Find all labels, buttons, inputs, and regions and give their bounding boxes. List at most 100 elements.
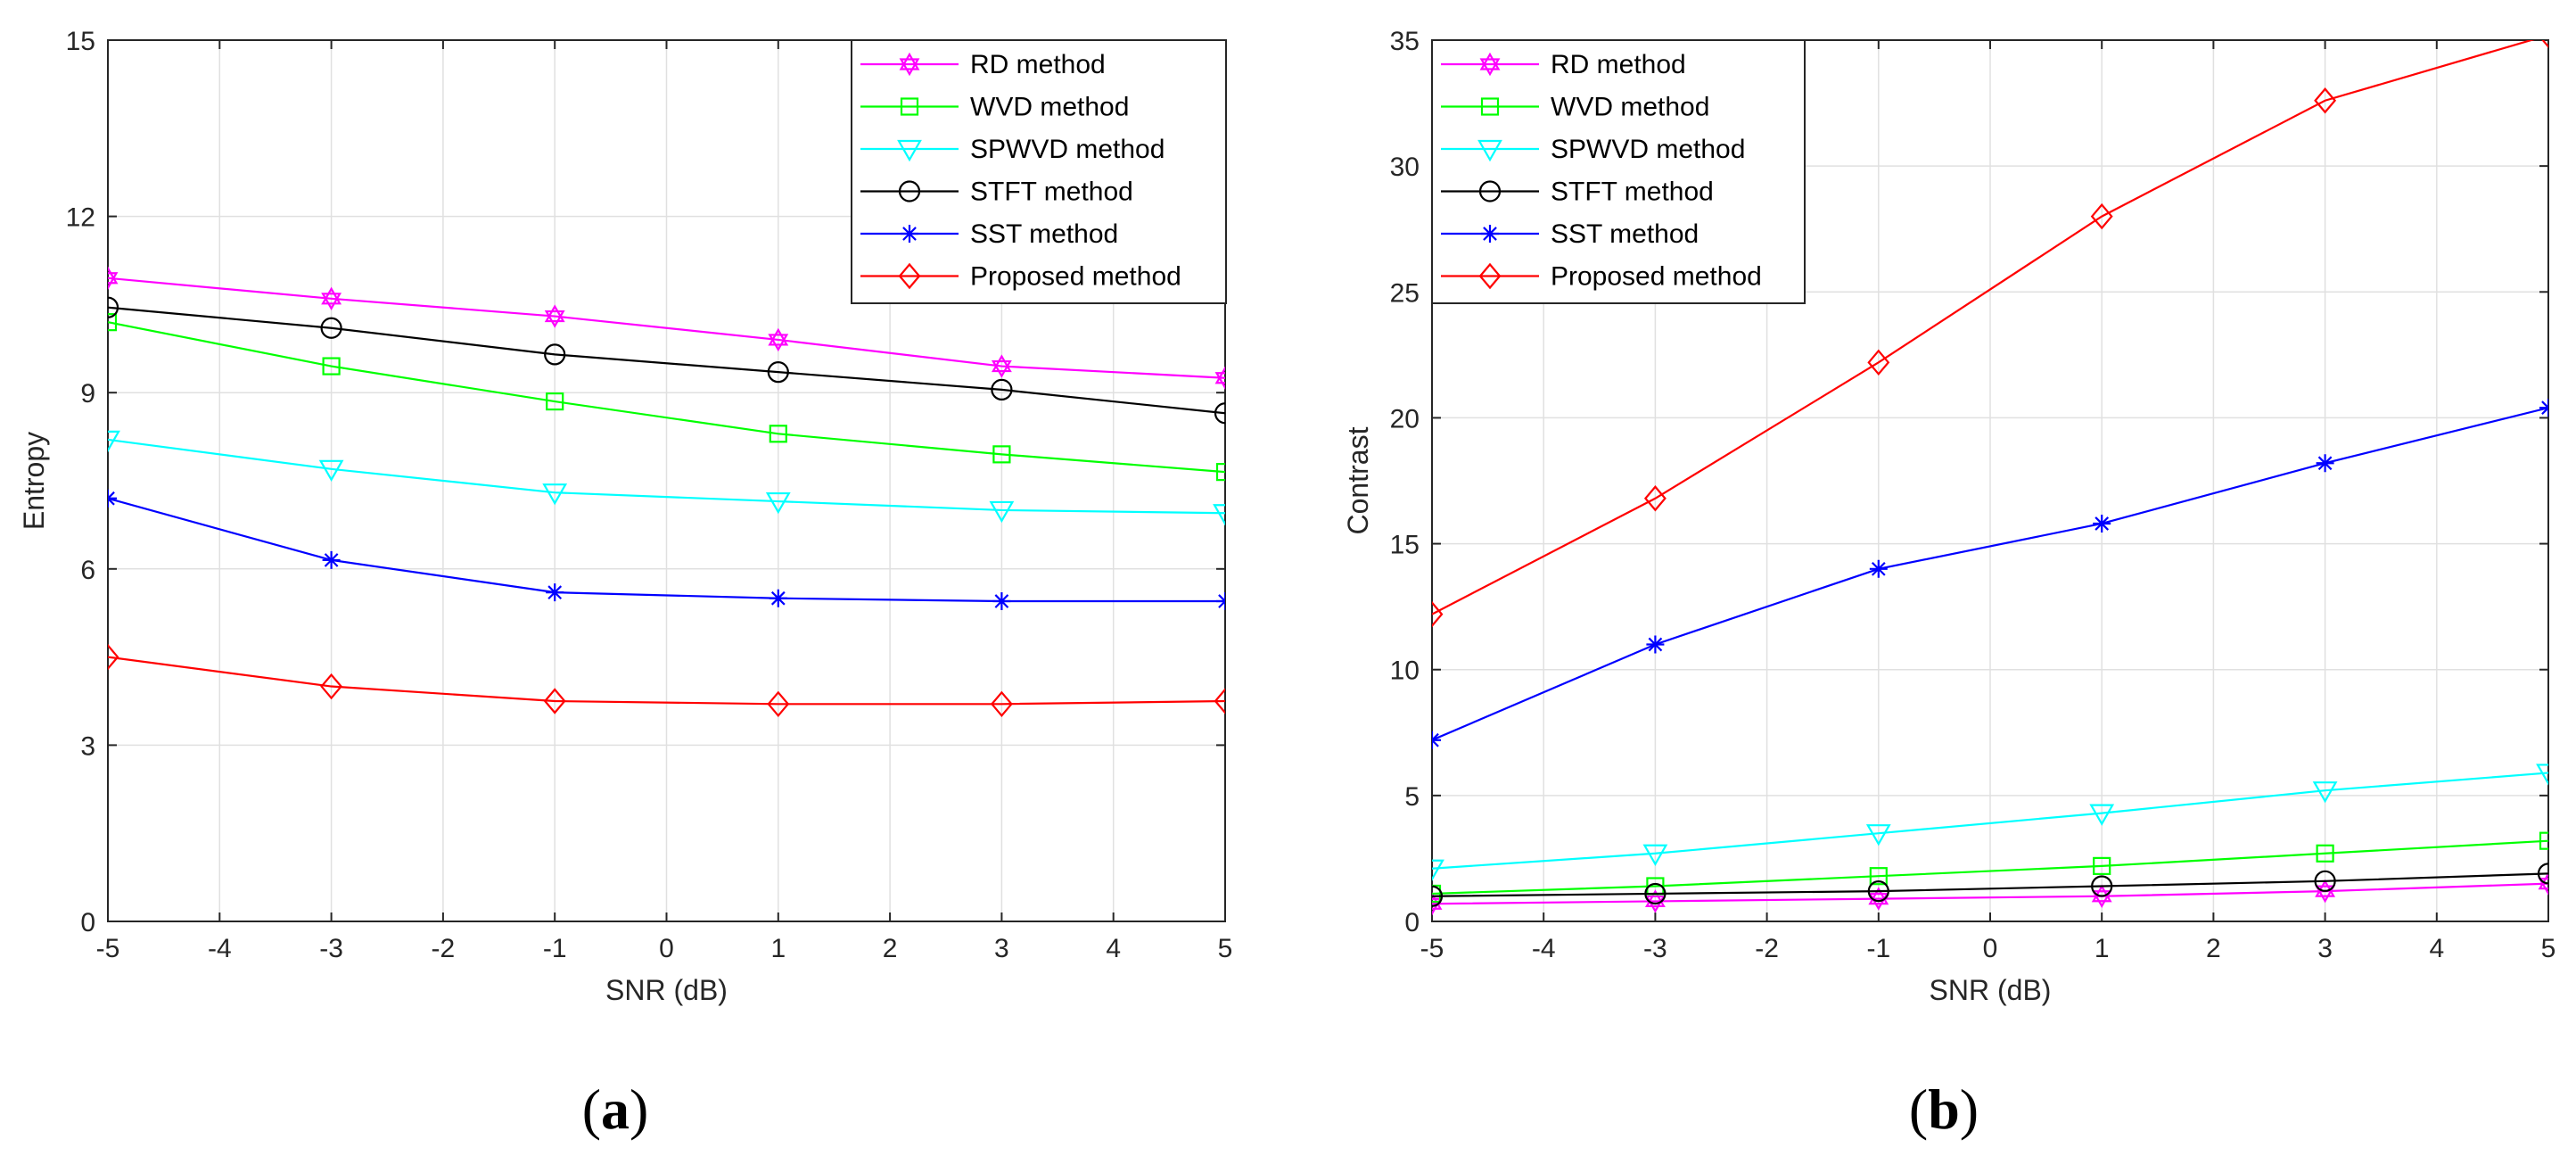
legend-label-rd: RD method bbox=[970, 50, 1106, 79]
y-tick-label: 9 bbox=[80, 379, 95, 409]
x-tick-label: 2 bbox=[2206, 934, 2221, 963]
series-line-wvd bbox=[1432, 839, 2548, 896]
legend-marker-rd bbox=[899, 52, 920, 77]
y-tick-label: 12 bbox=[66, 203, 95, 233]
data-point-sst bbox=[769, 589, 787, 607]
x-tick-label: 5 bbox=[1218, 934, 1233, 963]
data-point-stft bbox=[1644, 882, 1667, 905]
legend-label-sst: SST method bbox=[1551, 219, 1699, 249]
x-tick-label: -4 bbox=[1532, 934, 1556, 963]
data-point-proposed bbox=[1643, 485, 1667, 512]
y-tick-label: 5 bbox=[1404, 782, 1420, 812]
y-axis-label: Entropy bbox=[18, 432, 50, 530]
data-point-rd bbox=[108, 266, 119, 290]
data-point-spwvd bbox=[2536, 764, 2548, 786]
y-tick-label: 15 bbox=[66, 27, 95, 56]
data-point-proposed bbox=[1867, 349, 1890, 376]
series-line-proposed bbox=[108, 656, 1225, 706]
series-line-spwvd bbox=[1432, 772, 2548, 870]
data-point-wvd bbox=[1869, 867, 1888, 886]
data-point-wvd bbox=[2316, 844, 2334, 863]
data-point-sst bbox=[992, 592, 1011, 611]
data-point-stft bbox=[2091, 875, 2113, 897]
data-point-rd bbox=[544, 304, 565, 328]
x-tick-label: -3 bbox=[319, 934, 343, 963]
legend-label-stft: STFT method bbox=[1551, 178, 1714, 207]
legend-box bbox=[851, 39, 1227, 304]
series-stft bbox=[1432, 863, 2548, 907]
legend-marker-proposed bbox=[898, 262, 921, 290]
legend-marker-rd bbox=[1479, 52, 1501, 77]
x-tick-label: -3 bbox=[1643, 934, 1667, 963]
data-point-proposed bbox=[1432, 600, 1444, 628]
data-point-proposed bbox=[543, 688, 566, 714]
data-point-stft bbox=[2314, 870, 2336, 892]
data-point-proposed bbox=[990, 690, 1013, 717]
data-point-wvd bbox=[2093, 856, 2111, 875]
data-point-sst bbox=[2539, 399, 2548, 417]
data-point-wvd bbox=[546, 392, 564, 411]
data-point-sst bbox=[322, 550, 341, 569]
legend-marker-wvd bbox=[1480, 97, 1500, 116]
data-point-spwvd bbox=[765, 491, 791, 515]
series-line-rd bbox=[1432, 882, 2548, 905]
data-point-stft bbox=[1867, 880, 1889, 903]
legend-marker-stft bbox=[898, 180, 921, 202]
data-point-sst bbox=[1432, 731, 1441, 749]
legend-label-wvd: WVD method bbox=[1551, 93, 1709, 122]
y-tick-label: 15 bbox=[1390, 531, 1420, 560]
data-point-proposed bbox=[108, 643, 119, 671]
y-tick-label: 0 bbox=[80, 908, 95, 937]
data-point-rd bbox=[2538, 871, 2548, 896]
series-line-sst bbox=[108, 497, 1225, 603]
legend-label-proposed: Proposed method bbox=[1551, 262, 1762, 292]
data-point-sst bbox=[2093, 514, 2111, 533]
data-point-rd bbox=[1868, 887, 1889, 911]
legend-marker-spwvd bbox=[897, 139, 922, 162]
y-tick-label: 6 bbox=[80, 556, 95, 585]
legend-marker-stft bbox=[1478, 180, 1502, 202]
data-point-sst bbox=[2316, 454, 2334, 473]
legend-label-stft: STFT method bbox=[970, 178, 1133, 207]
legend-label-rd: RD method bbox=[1551, 50, 1686, 79]
x-tick-label: 3 bbox=[994, 934, 1009, 963]
x-tick-label: 4 bbox=[1106, 934, 1121, 963]
data-point-sst bbox=[1216, 592, 1225, 611]
data-point-spwvd bbox=[1213, 504, 1225, 526]
x-tick-label: -1 bbox=[543, 934, 567, 963]
data-point-spwvd bbox=[318, 459, 344, 483]
data-point-spwvd bbox=[2312, 781, 2338, 804]
x-tick-label: -5 bbox=[96, 934, 120, 963]
data-point-sst bbox=[108, 489, 117, 508]
series-line-proposed bbox=[1432, 40, 2535, 615]
y-tick-label: 10 bbox=[1390, 656, 1420, 686]
series-line-stft bbox=[1432, 872, 2548, 897]
data-point-wvd bbox=[1432, 884, 1442, 904]
x-axis-label: SNR (dB) bbox=[1930, 974, 2052, 1006]
data-point-proposed bbox=[767, 690, 790, 717]
data-point-rd bbox=[2315, 879, 2336, 904]
data-point-wvd bbox=[992, 445, 1011, 464]
panel-label-a: (a) bbox=[582, 1078, 649, 1141]
legend-label-proposed: Proposed method bbox=[970, 262, 1181, 292]
data-point-rd bbox=[1214, 366, 1225, 390]
data-point-wvd bbox=[108, 313, 118, 332]
data-point-spwvd bbox=[542, 483, 568, 506]
series-stft bbox=[108, 296, 1225, 425]
legend-marker-sst bbox=[1481, 225, 1499, 243]
data-point-rd bbox=[2091, 884, 2112, 908]
series-line-spwvd bbox=[108, 438, 1225, 515]
x-tick-label: 1 bbox=[770, 934, 786, 963]
data-point-wvd bbox=[322, 357, 341, 376]
x-tick-label: 3 bbox=[2317, 934, 2333, 963]
series-rd bbox=[108, 266, 1225, 390]
data-point-stft bbox=[320, 317, 342, 339]
data-point-proposed bbox=[2090, 202, 2113, 230]
x-tick-label: -1 bbox=[1866, 934, 1890, 963]
legend-marker-spwvd bbox=[1477, 139, 1502, 162]
y-axis-label: Contrast bbox=[1342, 426, 1374, 534]
series-wvd bbox=[108, 313, 1225, 482]
x-tick-label: -5 bbox=[1420, 934, 1444, 963]
series-sst bbox=[108, 489, 1225, 611]
legend-label-spwvd: SPWVD method bbox=[1551, 135, 1745, 164]
